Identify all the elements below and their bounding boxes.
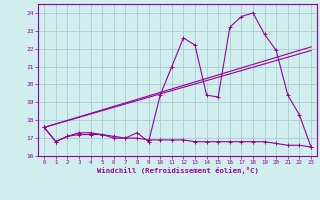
X-axis label: Windchill (Refroidissement éolien,°C): Windchill (Refroidissement éolien,°C): [97, 167, 259, 174]
